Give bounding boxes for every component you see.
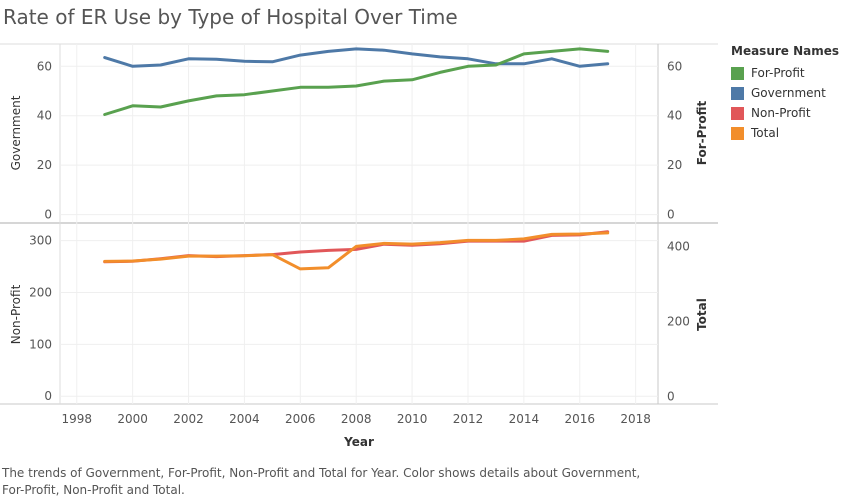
x-tick-label: 2012 <box>453 412 484 426</box>
left-tick-label: 20 <box>37 158 52 172</box>
x-tick-label: 2016 <box>564 412 595 426</box>
x-tick-label: 2000 <box>117 412 148 426</box>
right-tick-label: 0 <box>667 389 675 403</box>
x-tick-label: 1998 <box>61 412 92 426</box>
legend-item-total[interactable]: Total <box>731 123 839 143</box>
right-axis-title: Total <box>695 298 709 331</box>
left-tick-label: 40 <box>37 109 52 123</box>
x-tick-label: 2002 <box>173 412 204 426</box>
legend-swatch <box>731 66 744 80</box>
right-tick-label: 20 <box>667 158 682 172</box>
right-tick-label: 40 <box>667 109 682 123</box>
left-axis-title: Non-Profit <box>9 284 23 344</box>
left-tick-label: 0 <box>44 208 52 222</box>
legend-label: Non-Profit <box>751 106 811 120</box>
legend-item-for-profit[interactable]: For-Profit <box>731 63 839 83</box>
x-tick-label: 2008 <box>341 412 372 426</box>
chart-caption: The trends of Government, For-Profit, No… <box>2 466 641 497</box>
legend-item-government[interactable]: Government <box>731 83 839 103</box>
legend-label: For-Profit <box>751 66 805 80</box>
right-tick-label: 400 <box>667 239 690 253</box>
right-tick-label: 60 <box>667 59 682 73</box>
left-tick-label: 0 <box>44 389 52 403</box>
legend-swatch <box>731 86 744 100</box>
legend: Measure Names For-Profit Government Non-… <box>731 44 839 143</box>
x-tick-label: 2004 <box>229 412 260 426</box>
x-tick-label: 2006 <box>285 412 316 426</box>
series-line-government <box>103 47 610 68</box>
legend-label: Government <box>751 86 826 100</box>
left-tick-label: 200 <box>29 285 52 299</box>
series-line-total <box>103 231 610 271</box>
right-tick-label: 200 <box>667 314 690 328</box>
legend-title: Measure Names <box>731 44 840 58</box>
left-tick-label: 100 <box>29 337 52 351</box>
right-tick-label: 0 <box>667 208 675 222</box>
legend-label: Total <box>751 126 780 140</box>
right-axis-title: For-Profit <box>695 101 709 166</box>
x-tick-label: 2014 <box>509 412 540 426</box>
legend-swatch <box>731 106 744 120</box>
x-axis-title: Year <box>343 435 374 449</box>
x-tick-label: 2010 <box>397 412 428 426</box>
x-tick-label: 2018 <box>620 412 651 426</box>
left-tick-label: 300 <box>29 234 52 248</box>
series-line-for-profit <box>103 47 610 116</box>
chart-title: Rate of ER Use by Type of Hospital Over … <box>3 5 458 29</box>
legend-item-non-profit[interactable]: Non-Profit <box>731 103 839 123</box>
left-tick-label: 60 <box>37 59 52 73</box>
legend-swatch <box>731 126 744 140</box>
left-axis-title: Government <box>9 95 23 170</box>
